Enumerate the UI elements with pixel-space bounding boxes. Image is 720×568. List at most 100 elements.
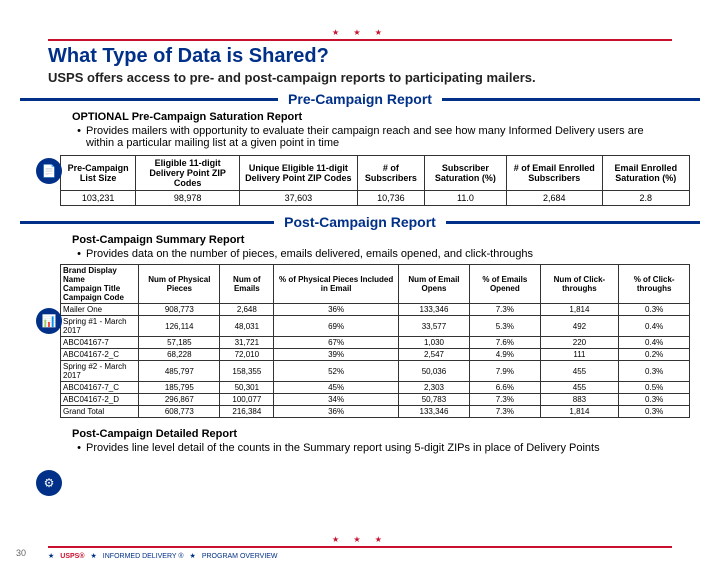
table-cell: 158,355 xyxy=(220,361,274,382)
table-cell: 296,867 xyxy=(139,394,220,406)
table-cell: Mailer One xyxy=(61,304,139,316)
table-cell: 0.3% xyxy=(619,394,690,406)
table-cell: 52% xyxy=(274,361,398,382)
post-summary-content: Post-Campaign Summary Report •Provides d… xyxy=(72,234,672,260)
table-cell: 5.3% xyxy=(470,316,540,337)
table-cell: 455 xyxy=(540,361,619,382)
table-cell: 2.8 xyxy=(602,191,689,206)
table-header: Num of Emails xyxy=(220,265,274,304)
section-label-post: Post-Campaign Report xyxy=(274,214,446,230)
post-detail-bullet: Provides line level detail of the counts… xyxy=(86,442,600,454)
gear-icon: ⚙ xyxy=(36,470,62,496)
table-cell: 1,814 xyxy=(540,406,619,418)
decorative-stars-top: ★ ★ ★ xyxy=(0,28,720,37)
pre-heading: OPTIONAL Pre-Campaign Saturation Report xyxy=(72,111,672,123)
footer-brand: USPS® xyxy=(60,553,84,560)
page-subtitle: USPS offers access to pre- and post-camp… xyxy=(48,70,672,85)
table-header: Email Enrolled Saturation (%) xyxy=(602,156,689,191)
table-header: Eligible 11-digit Delivery Point ZIP Cod… xyxy=(136,156,240,191)
page-number: 30 xyxy=(16,548,26,558)
table-cell: 185,795 xyxy=(139,382,220,394)
table-cell: 2,303 xyxy=(398,382,469,394)
post-detail-content: Post-Campaign Detailed Report •Provides … xyxy=(72,428,672,454)
table-header: Num of Physical Pieces xyxy=(139,265,220,304)
table-cell: 2,547 xyxy=(398,349,469,361)
table-cell: 103,231 xyxy=(61,191,136,206)
post-summary-heading: Post-Campaign Summary Report xyxy=(72,234,672,246)
table-cell: 6.6% xyxy=(470,382,540,394)
table-row: ABC04167-2_C68,22872,01039%2,5474.9%1110… xyxy=(61,349,690,361)
table-cell: 34% xyxy=(274,394,398,406)
table-cell: 485,797 xyxy=(139,361,220,382)
table-cell: 33,577 xyxy=(398,316,469,337)
top-rule xyxy=(48,39,672,41)
table-header: Unique Eligible 11-digit Delivery Point … xyxy=(239,156,357,191)
bottom-rule xyxy=(48,546,672,548)
table-header: % of Emails Opened xyxy=(470,265,540,304)
table-cell: ABC04167-2_D xyxy=(61,394,139,406)
table-cell: 7.6% xyxy=(470,337,540,349)
post-detail-heading: Post-Campaign Detailed Report xyxy=(72,428,672,440)
table-header: % of Click-throughs xyxy=(619,265,690,304)
table-cell: 492 xyxy=(540,316,619,337)
table-header: Num of Click-throughs xyxy=(540,265,619,304)
table-cell: 0.3% xyxy=(619,304,690,316)
table-header: % of Physical Pieces Included in Email xyxy=(274,265,398,304)
table-cell: 2,648 xyxy=(220,304,274,316)
table-cell: Spring #2 - March 2017 xyxy=(61,361,139,382)
table-header: # of Email Enrolled Subscribers xyxy=(506,156,602,191)
table-cell: 50,783 xyxy=(398,394,469,406)
table-row: Spring #1 - March 2017126,11448,03169%33… xyxy=(61,316,690,337)
table-cell: 72,010 xyxy=(220,349,274,361)
table-cell: 57,185 xyxy=(139,337,220,349)
table-cell: 133,346 xyxy=(398,406,469,418)
table-header: # of Subscribers xyxy=(357,156,424,191)
document-icon: 📄 xyxy=(36,158,62,184)
table-cell: 4.9% xyxy=(470,349,540,361)
table-cell: 39% xyxy=(274,349,398,361)
table-cell: 50,036 xyxy=(398,361,469,382)
table-cell: Grand Total xyxy=(61,406,139,418)
table-cell: 31,721 xyxy=(220,337,274,349)
footer: ★ ★ ★ ★ USPS® ★ INFORMED DELIVERY ® ★ PR… xyxy=(0,535,720,560)
table-cell: 1,030 xyxy=(398,337,469,349)
table-row: ABC04167-757,18531,72167%1,0307.6%2200.4… xyxy=(61,337,690,349)
table-cell: 126,114 xyxy=(139,316,220,337)
footer-text2: PROGRAM OVERVIEW xyxy=(202,553,278,560)
table-cell: 608,773 xyxy=(139,406,220,418)
table-cell: 48,031 xyxy=(220,316,274,337)
table-cell: 0.4% xyxy=(619,316,690,337)
table-cell: 7.3% xyxy=(470,406,540,418)
table-cell: ABC04167-2_C xyxy=(61,349,139,361)
table-cell: 7.3% xyxy=(470,304,540,316)
pre-campaign-table: Pre-Campaign List SizeEligible 11-digit … xyxy=(60,155,690,206)
page-title: What Type of Data is Shared? xyxy=(48,45,672,68)
footer-text1: INFORMED DELIVERY ® xyxy=(103,553,184,560)
table-header: Brand Display Name Campaign Title Campai… xyxy=(61,265,139,304)
table-header: Pre-Campaign List Size xyxy=(61,156,136,191)
table-cell: 11.0 xyxy=(424,191,506,206)
section-bar-post: Post-Campaign Report xyxy=(20,214,700,230)
table-row: Grand Total608,773216,38436%133,3467.3%1… xyxy=(61,406,690,418)
table-cell: ABC04167-7 xyxy=(61,337,139,349)
table-cell: 216,384 xyxy=(220,406,274,418)
table-row: Spring #2 - March 2017485,797158,35552%5… xyxy=(61,361,690,382)
table-cell: 100,077 xyxy=(220,394,274,406)
table-cell: 7.3% xyxy=(470,394,540,406)
post-summary-bullet: Provides data on the number of pieces, e… xyxy=(86,248,533,260)
table-cell: ABC04167-7_C xyxy=(61,382,139,394)
table-cell: 1,814 xyxy=(540,304,619,316)
table-cell: 10,736 xyxy=(357,191,424,206)
table-row: ABC04167-2_D296,867100,07734%50,7837.3%8… xyxy=(61,394,690,406)
table-cell: 67% xyxy=(274,337,398,349)
pre-bullet: Provides mailers with opportunity to eva… xyxy=(86,125,672,149)
table-cell: 98,978 xyxy=(136,191,240,206)
table-row: Mailer One908,7732,64836%133,3467.3%1,81… xyxy=(61,304,690,316)
table-cell: 69% xyxy=(274,316,398,337)
table-cell: 111 xyxy=(540,349,619,361)
table-cell: 36% xyxy=(274,304,398,316)
table-header: Num of Email Opens xyxy=(398,265,469,304)
table-cell: 36% xyxy=(274,406,398,418)
table-header: Subscriber Saturation (%) xyxy=(424,156,506,191)
table-cell: 68,228 xyxy=(139,349,220,361)
